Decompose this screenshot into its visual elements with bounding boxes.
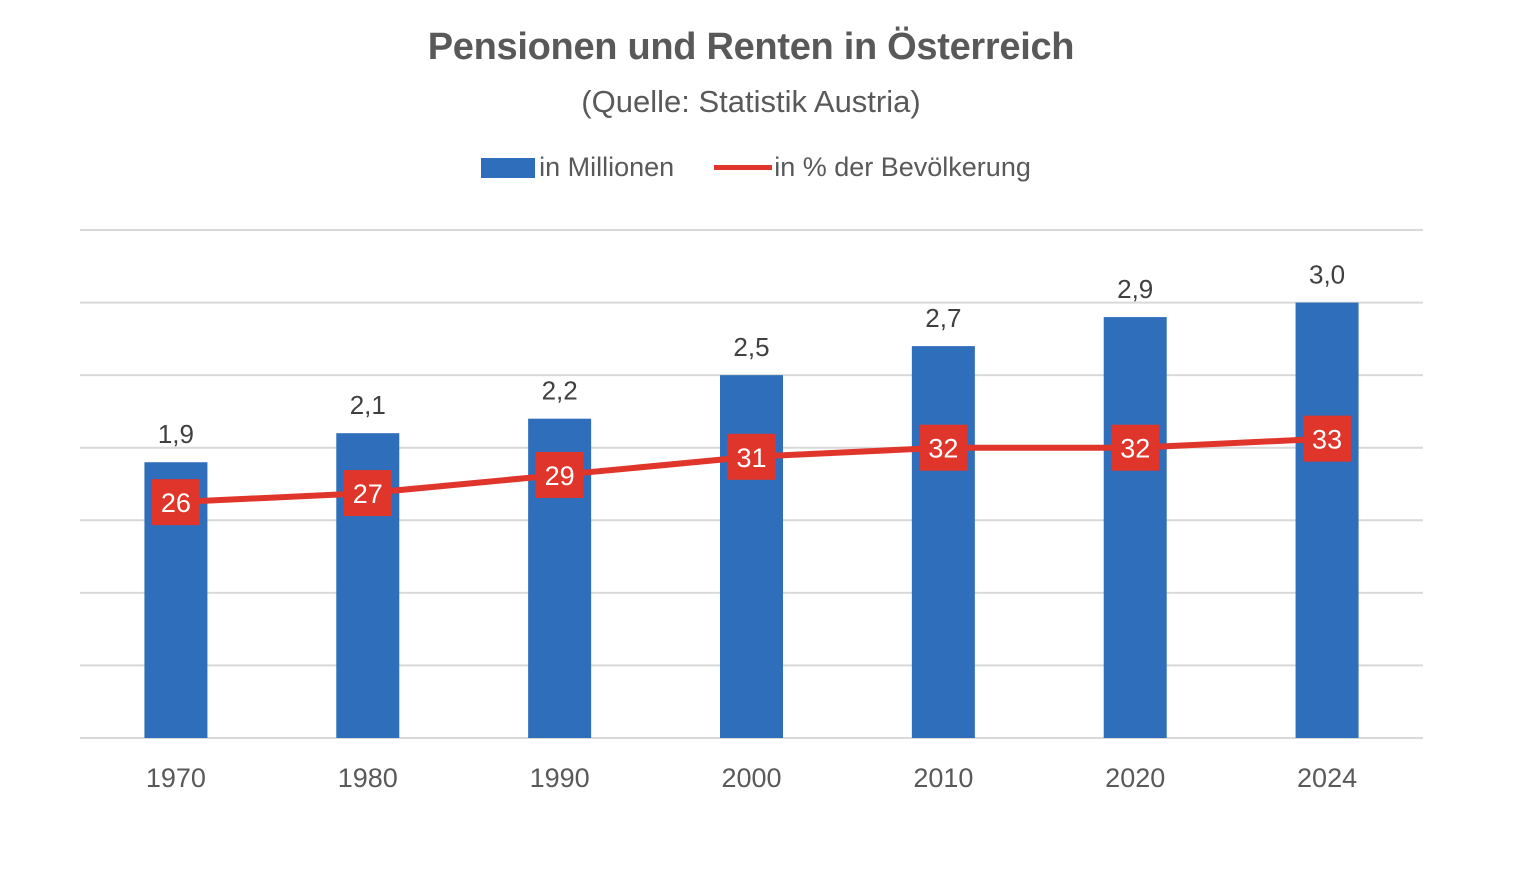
bar-2000 [720, 375, 783, 738]
line-label-2024: 33 [1312, 425, 1342, 455]
legend-item-bars: in Millionen [481, 152, 674, 183]
line-point-2020 [1111, 424, 1160, 471]
bar-2020 [1103, 317, 1167, 738]
line-point-2024 [1303, 415, 1352, 462]
legend-label-bars: in Millionen [539, 152, 675, 182]
bar-label-2000: 2,5 [733, 332, 769, 362]
bar-label-2024: 3,0 [1309, 260, 1345, 290]
line-label-1990: 29 [545, 461, 575, 491]
line-label-2000: 31 [736, 443, 766, 473]
x-tick-2010: 2010 [913, 763, 973, 793]
legend-line-swatch [714, 165, 773, 170]
line-label-1980: 27 [353, 479, 383, 509]
line-label-1970: 26 [161, 488, 191, 518]
bar-label-1970: 1,9 [158, 419, 194, 449]
bar-2024 [1295, 302, 1359, 738]
bar-label-2020: 2,9 [1117, 274, 1153, 304]
bar-label-1990: 2,2 [542, 376, 578, 406]
chart-legend: in Millionen in % der Bevölkerung [0, 152, 1512, 183]
line-point-1990 [535, 451, 584, 498]
bar-2010 [911, 346, 975, 738]
legend-label-line: in % der Bevölkerung [774, 152, 1031, 182]
x-axis-tick-labels: 1970 1980 1990 2000 2010 2020 2024 [146, 763, 1357, 793]
bar-label-2010: 2,7 [925, 303, 961, 333]
chart-subtitle: (Quelle: Statistik Austria) [581, 84, 921, 119]
x-tick-2020: 2020 [1105, 763, 1165, 793]
line-label-2020: 32 [1120, 434, 1150, 464]
chart-title: Pensionen und Renten in Österreich [427, 26, 1075, 68]
bar-data-labels: 1,9 2,1 2,2 2,5 2,7 2,9 3,0 [158, 260, 1345, 450]
legend-bar-swatch [481, 157, 536, 178]
line-data-labels: 26 27 29 31 32 32 33 [151, 415, 1352, 526]
line-point-2000 [727, 433, 776, 480]
x-tick-2024: 2024 [1297, 763, 1357, 793]
x-tick-1980: 1980 [338, 763, 398, 793]
x-tick-2000: 2000 [721, 763, 781, 793]
line-point-2010 [919, 424, 968, 471]
x-tick-1970: 1970 [146, 763, 206, 793]
line-label-2010: 32 [928, 434, 958, 464]
line-point-1970 [151, 479, 200, 526]
x-tick-1990: 1990 [530, 763, 590, 793]
legend-item-line: in % der Bevölkerung [714, 152, 1031, 183]
line-point-1980 [343, 470, 392, 517]
bar-label-1980: 2,1 [350, 390, 386, 420]
